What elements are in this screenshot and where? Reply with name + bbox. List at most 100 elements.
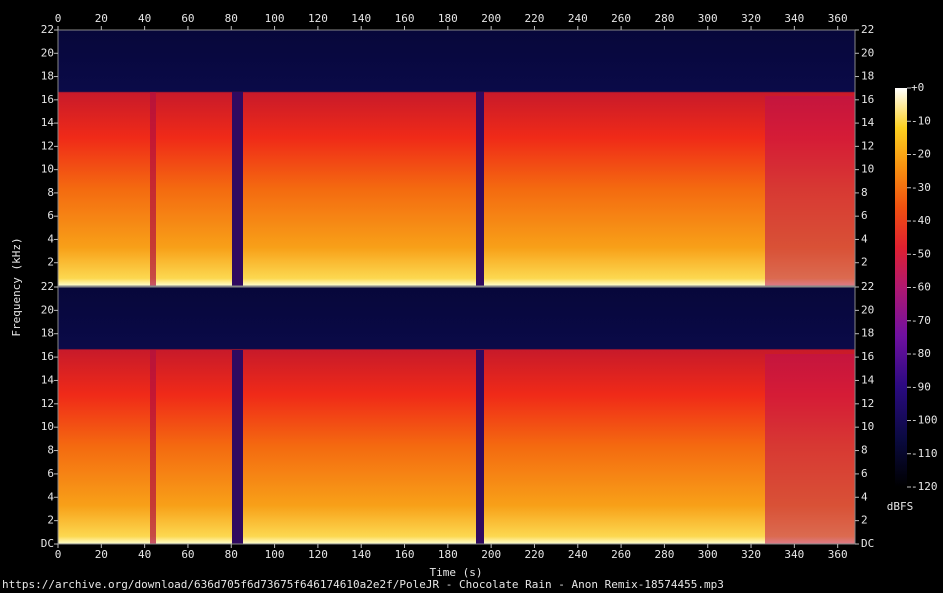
colorbar-tick-label: -120 bbox=[911, 480, 938, 493]
y-tick-label: 2 bbox=[861, 256, 868, 269]
y-tick-label: 12 bbox=[861, 397, 874, 410]
colorbar-tick-label: -70 bbox=[911, 314, 931, 327]
y-tick-label: 14 bbox=[861, 373, 875, 386]
x-tick-label: 220 bbox=[525, 12, 545, 25]
x-tick-label: 320 bbox=[741, 548, 761, 561]
y-tick-label: 14 bbox=[41, 116, 55, 129]
y-tick-label: DC bbox=[861, 537, 874, 550]
x-tick-label: 240 bbox=[568, 12, 588, 25]
x-tick-label: 140 bbox=[351, 548, 371, 561]
y-tick-label: 6 bbox=[47, 209, 54, 222]
y-tick-label: 14 bbox=[861, 116, 875, 129]
x-tick-label: 340 bbox=[784, 12, 804, 25]
x-tick-label: 20 bbox=[95, 12, 108, 25]
y-tick-label: 2 bbox=[47, 514, 54, 527]
y-tick-label: 8 bbox=[861, 444, 868, 457]
colorbar-tick-label: +0 bbox=[911, 81, 924, 94]
x-tick-label: 300 bbox=[698, 12, 718, 25]
colorbar-label: dBFS bbox=[887, 500, 914, 513]
x-tick-label: 40 bbox=[138, 12, 151, 25]
y-tick-label: 4 bbox=[861, 490, 868, 503]
y-tick-label: 18 bbox=[861, 327, 874, 340]
y-tick-label: 4 bbox=[47, 490, 54, 503]
y-tick-label: 6 bbox=[861, 467, 868, 480]
channel-2-image bbox=[58, 287, 855, 544]
y-tick-label: 2 bbox=[47, 256, 54, 269]
colorbar-tick-label: -10 bbox=[911, 114, 931, 127]
y-tick-label: 2 bbox=[861, 514, 868, 527]
x-tick-label: 180 bbox=[438, 12, 458, 25]
channel-1-image bbox=[58, 30, 855, 286]
x-tick-label: 120 bbox=[308, 12, 328, 25]
band bbox=[476, 350, 484, 544]
band bbox=[765, 96, 855, 286]
frame bbox=[57, 286, 856, 545]
x-tick-label: 160 bbox=[395, 548, 415, 561]
y-tick-label: 16 bbox=[861, 350, 874, 363]
frame bbox=[57, 29, 856, 287]
band bbox=[150, 92, 156, 286]
y-tick-label: DC bbox=[41, 537, 54, 550]
y-tick-label: 14 bbox=[41, 373, 55, 386]
x-tick-label: 60 bbox=[181, 12, 194, 25]
y-tick-label: 22 bbox=[41, 23, 54, 36]
band bbox=[232, 350, 243, 544]
y-tick-label: 20 bbox=[861, 303, 874, 316]
y-tick-label: 4 bbox=[47, 232, 54, 245]
x-tick-label: 20 bbox=[95, 548, 108, 561]
band bbox=[232, 92, 243, 286]
y-tick-label: 6 bbox=[47, 467, 54, 480]
y-tick-label: 10 bbox=[41, 163, 54, 176]
y-tick-label: 22 bbox=[861, 23, 874, 36]
y-tick-label: 12 bbox=[41, 397, 54, 410]
y-tick-label: 8 bbox=[47, 444, 54, 457]
y-tick-label: 6 bbox=[861, 209, 868, 222]
colorbar-tick-label: -100 bbox=[911, 414, 938, 427]
x-tick-label: 100 bbox=[265, 12, 285, 25]
y-tick-label: 20 bbox=[41, 46, 54, 59]
x-tick-label: 320 bbox=[741, 12, 761, 25]
y-tick-label: 10 bbox=[41, 420, 54, 433]
y-tick-label: 20 bbox=[41, 303, 54, 316]
colorbar-tick-label: -40 bbox=[911, 214, 931, 227]
x-tick-label: 60 bbox=[181, 548, 194, 561]
y-tick-label: 16 bbox=[861, 93, 874, 106]
y-tick-label: 8 bbox=[47, 186, 54, 199]
y-tick-label: 8 bbox=[861, 186, 868, 199]
x-tick-label: 180 bbox=[438, 548, 458, 561]
spectrogram-image bbox=[57, 29, 856, 545]
x-tick-label: 0 bbox=[55, 12, 62, 25]
y-tick-label: 22 bbox=[861, 280, 874, 293]
x-tick-label: 340 bbox=[784, 548, 804, 561]
x-tick-label: 120 bbox=[308, 548, 328, 561]
y-tick-label: 10 bbox=[861, 420, 874, 433]
colorbar-tick-label: -50 bbox=[911, 247, 931, 260]
band bbox=[765, 354, 855, 544]
y-tick-label: 10 bbox=[861, 163, 874, 176]
colorbar bbox=[895, 88, 907, 487]
colorbar-tick-label: -110 bbox=[911, 447, 938, 460]
x-tick-label: 40 bbox=[138, 548, 151, 561]
x-tick-label: 360 bbox=[828, 548, 848, 561]
colorbar-tick-label: -20 bbox=[911, 148, 931, 161]
x-tick-label: 260 bbox=[611, 548, 631, 561]
x-tick-label: 240 bbox=[568, 548, 588, 561]
colorbar-tick-label: -60 bbox=[911, 281, 931, 294]
x-tick-label: 220 bbox=[525, 548, 545, 561]
band bbox=[476, 92, 484, 286]
x-tick-label: 200 bbox=[481, 548, 501, 561]
y-tick-label: 12 bbox=[41, 139, 54, 152]
x-tick-label: 360 bbox=[828, 12, 848, 25]
x-tick-label: 100 bbox=[265, 548, 285, 561]
x-tick-label: 0 bbox=[55, 548, 62, 561]
x-tick-label: 300 bbox=[698, 548, 718, 561]
y-tick-label: 16 bbox=[41, 350, 54, 363]
y-tick-label: 22 bbox=[41, 280, 54, 293]
y-axis-label: Frequency (kHz) bbox=[10, 237, 23, 336]
colorbar-tick-label: -90 bbox=[911, 380, 931, 393]
colorbar-tick-label: -30 bbox=[911, 181, 931, 194]
x-tick-label: 160 bbox=[395, 12, 415, 25]
y-tick-label: 18 bbox=[41, 327, 54, 340]
x-axis-label: Time (s) bbox=[430, 566, 483, 579]
